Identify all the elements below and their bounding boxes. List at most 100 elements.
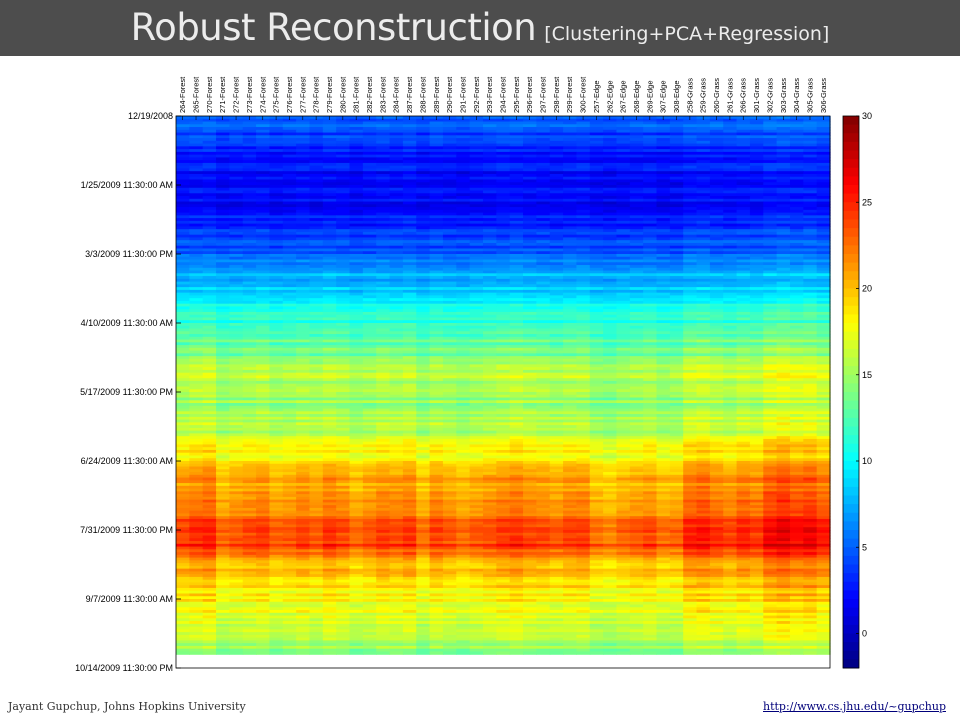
heatmap-cell: [282, 168, 297, 172]
heatmap-cell: [563, 278, 578, 283]
heatmap-cell: [643, 138, 658, 142]
heatmap-cell: [202, 212, 217, 216]
heatmap-cell: [723, 218, 738, 222]
heatmap-cell: [683, 392, 698, 396]
heatmap-cell: [242, 193, 257, 197]
heatmap-cell: [402, 168, 417, 172]
heatmap-cell: [696, 394, 711, 399]
heatmap-cell: [563, 118, 578, 123]
heatmap-cell: [563, 259, 578, 263]
heatmap-cell: [683, 204, 698, 208]
heatmap-cell: [816, 154, 831, 158]
heatmap-cell: [309, 185, 324, 189]
heatmap-cell: [763, 392, 778, 396]
heatmap-cell: [669, 345, 684, 349]
heatmap-cell: [229, 358, 244, 363]
heatmap-cell: [709, 334, 724, 338]
heatmap-cell: [362, 185, 377, 189]
heatmap-cell: [536, 289, 551, 294]
heatmap-cell: [669, 121, 684, 125]
heatmap-cell: [336, 292, 351, 296]
heatmap-cell: [589, 118, 604, 123]
heatmap-cell: [456, 143, 471, 147]
heatmap-cell: [656, 339, 671, 343]
heatmap-cell: [523, 265, 537, 269]
heatmap-cell: [482, 259, 497, 263]
heatmap-cell: [336, 339, 351, 343]
heatmap-cell: [709, 259, 724, 263]
heatmap-cell: [563, 154, 578, 158]
heatmap-cell: [256, 325, 271, 330]
heatmap-cell: [362, 372, 377, 377]
heatmap-cell: [282, 345, 297, 349]
heatmap-cell: [816, 300, 831, 305]
heatmap-cell: [242, 196, 257, 200]
heatmap-cell: [816, 204, 831, 208]
heatmap-cell: [576, 154, 591, 158]
heatmap-cell: [629, 185, 644, 189]
heatmap-cell: [216, 207, 230, 211]
heatmap-cell: [482, 121, 497, 125]
heatmap-cell: [763, 295, 778, 299]
heatmap-cell: [469, 182, 484, 186]
heatmap-cell: [696, 231, 711, 236]
heatmap-cell: [416, 135, 431, 139]
heatmap-cell: [229, 220, 244, 225]
heatmap-cell: [709, 292, 724, 296]
heatmap-cell: [549, 160, 564, 164]
heatmap-cell: [309, 270, 324, 274]
heatmap-cell: [563, 179, 578, 183]
heatmap-cell: [256, 143, 271, 147]
heatmap-cell: [816, 185, 831, 189]
heatmap-cell: [229, 231, 244, 236]
heatmap-cell: [589, 201, 604, 205]
heatmap-cell: [523, 138, 537, 142]
heatmap-cell: [429, 256, 444, 261]
heatmap-cell: [789, 323, 804, 327]
heatmap-cell: [322, 229, 337, 233]
heatmap-cell: [442, 127, 457, 131]
heatmap-cell: [176, 311, 190, 316]
heatmap-cell: [242, 358, 257, 363]
heatmap-cell: [416, 380, 431, 385]
heatmap-cell: [523, 303, 537, 308]
heatmap-cell: [523, 278, 537, 283]
heatmap-cell: [789, 270, 804, 274]
heatmap-cell: [362, 345, 377, 349]
heatmap-cell: [523, 309, 537, 313]
heatmap-cell: [643, 140, 658, 145]
heatmap-cell: [723, 358, 738, 363]
heatmap-cell: [402, 380, 417, 385]
heatmap-cell: [589, 168, 604, 172]
heatmap-cell: [683, 154, 698, 158]
heatmap-cell: [416, 298, 431, 302]
heatmap-cell: [776, 234, 791, 239]
heatmap-cell: [803, 320, 818, 324]
heatmap-cell: [776, 262, 791, 266]
heatmap-cell: [456, 135, 471, 139]
heatmap-cell: [709, 267, 724, 272]
heatmap-cell: [816, 339, 831, 343]
heatmap-cell: [736, 287, 751, 291]
heatmap-cell: [336, 160, 351, 164]
heatmap-cell: [216, 386, 230, 390]
heatmap-cell: [776, 121, 791, 125]
heatmap-cell: [296, 300, 311, 305]
heatmap-cell: [456, 369, 471, 374]
heatmap-cell: [563, 116, 578, 120]
heatmap-cell: [442, 245, 457, 250]
heatmap-cell: [256, 383, 271, 388]
heatmap-cell: [696, 118, 711, 123]
heatmap-cell: [536, 389, 551, 393]
heatmap-cell: [629, 265, 644, 269]
heatmap-cell: [442, 278, 457, 283]
heatmap-cell: [189, 251, 204, 255]
heatmap-cell: [242, 245, 257, 250]
heatmap-cell: [176, 209, 190, 214]
heatmap-cell: [496, 386, 511, 390]
heatmap-cell: [563, 276, 578, 280]
heatmap-cell: [496, 309, 511, 313]
heatmap-cell: [496, 328, 511, 332]
heatmap-cell: [536, 314, 551, 319]
heatmap-cell: [616, 245, 631, 250]
